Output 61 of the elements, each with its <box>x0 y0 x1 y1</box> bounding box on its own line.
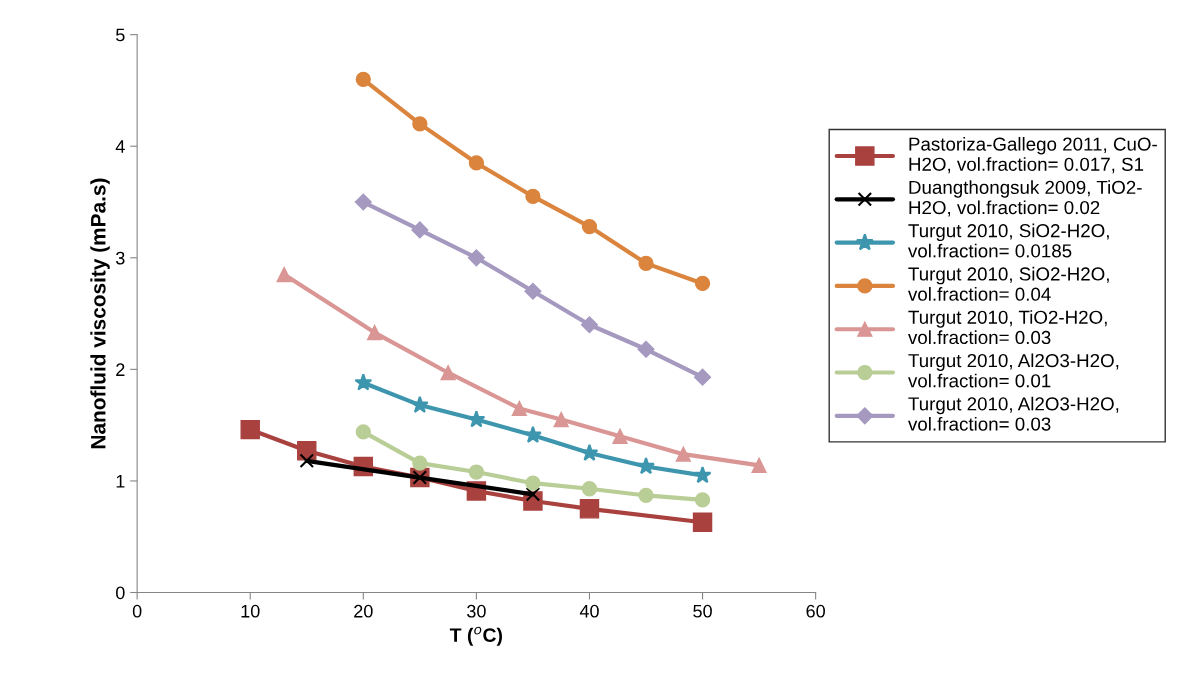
point <box>579 499 600 519</box>
point <box>467 249 485 267</box>
point <box>612 428 628 444</box>
point <box>299 453 315 469</box>
y-tick-label: 2 <box>116 363 125 376</box>
point <box>410 395 429 413</box>
x-tick-label: 50 <box>693 604 712 618</box>
point <box>525 475 541 491</box>
point <box>581 218 598 235</box>
x-tick-label: 60 <box>806 604 825 618</box>
legend-label: Pastoriza-Gallego 2011, CuO-H2O, vol.fraction= 0.017, S1 <box>909 136 1157 174</box>
point <box>694 492 711 508</box>
point <box>240 419 260 440</box>
x-tick-label: 30 <box>467 604 486 618</box>
point <box>525 487 541 502</box>
point <box>355 424 371 440</box>
legend-label: Turgut 2010, SiO2-H2O, vol.fraction= 0.0185 <box>908 223 1109 258</box>
point <box>524 282 542 300</box>
point <box>692 512 713 532</box>
legend-label: Turgut 2010, SiO2-H2O, vol.fraction= 0.04 <box>908 266 1109 301</box>
point <box>675 446 691 462</box>
y-tick-label: 1 <box>116 475 125 488</box>
point <box>523 425 542 443</box>
point <box>637 457 655 475</box>
point <box>468 464 485 480</box>
point <box>412 455 428 471</box>
point <box>366 324 383 341</box>
point <box>468 155 485 171</box>
x-axis-title: T ($^{o}$C) <box>449 626 502 646</box>
x-tick-label: 10 <box>241 604 260 618</box>
point <box>693 465 712 484</box>
point <box>412 116 428 132</box>
y-tick-label: 3 <box>115 251 125 265</box>
point <box>354 373 373 391</box>
legend-label: Turgut 2010, Al2O3-H2O, vol.fraction= 0.03 <box>908 396 1119 431</box>
point <box>638 487 654 504</box>
y-axis-title: Nanofluid viscosity (mPa.s) <box>90 178 110 449</box>
legend-label: Turgut 2010, Al2O3-H2O, vol.fraction= 0.01 <box>908 353 1119 388</box>
point <box>354 193 372 211</box>
point <box>355 71 371 87</box>
point <box>694 275 711 292</box>
legend-label: Duangthongsuk 2009, TiO2-H2O, vol.fraction= 0.02 <box>909 180 1142 217</box>
y-tick-label: 5 <box>116 28 125 42</box>
point <box>581 481 598 497</box>
y-tick-label: 4 <box>115 140 125 153</box>
y-tick-label: 0 <box>116 586 125 600</box>
point <box>638 255 654 272</box>
point <box>693 368 712 386</box>
x-tick-label: 0 <box>132 604 142 618</box>
point <box>525 188 541 205</box>
point <box>411 221 429 239</box>
point <box>637 340 655 358</box>
point <box>440 365 456 381</box>
point <box>276 266 292 283</box>
x-tick-label: 40 <box>579 604 599 618</box>
point <box>580 316 599 334</box>
point <box>553 411 569 428</box>
legend-label: Turgut 2010, TiO2-H2O, vol.fraction= 0.03 <box>908 310 1107 345</box>
x-tick-label: 20 <box>354 604 373 618</box>
point <box>511 400 527 417</box>
point <box>751 457 767 473</box>
